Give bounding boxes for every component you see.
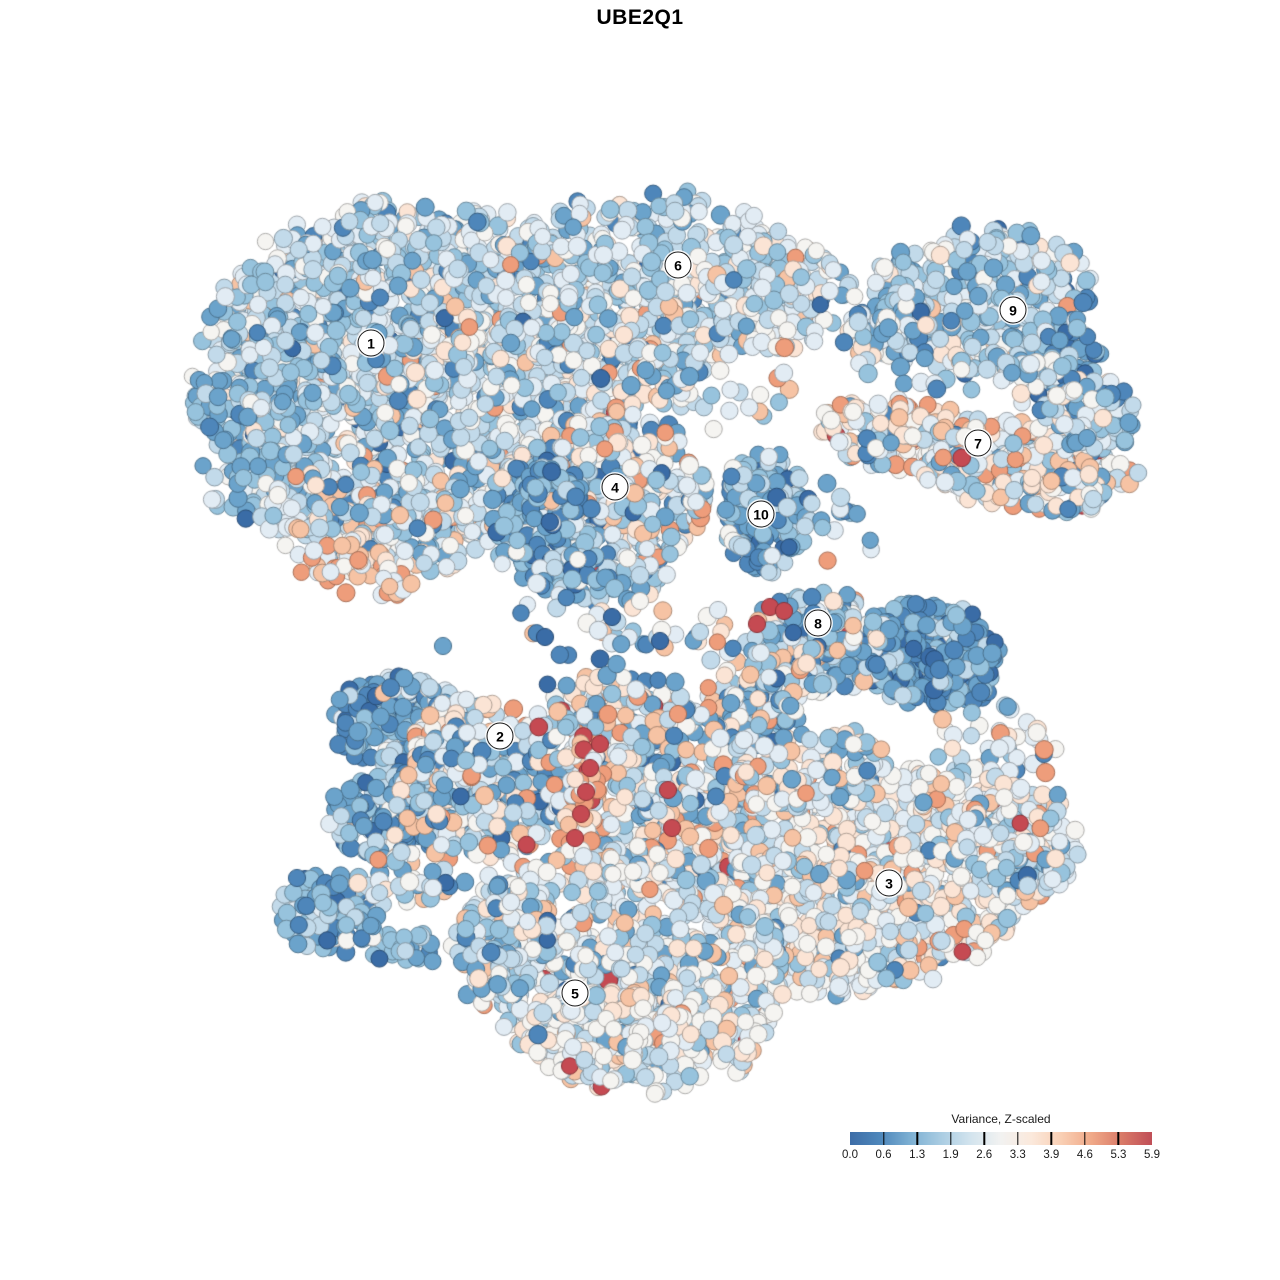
colorbar-tick-labels: 0.0 0.6 1.3 1.9 2.6 3.3 3.9 4.6 5.3 5.9 xyxy=(842,1149,1160,1163)
colorbar-tick xyxy=(1017,1132,1019,1145)
legend-tick-label: 5.3 xyxy=(1110,1149,1127,1161)
colorbar-tick xyxy=(1084,1132,1086,1145)
colorbar-tick xyxy=(949,1132,952,1145)
legend-tick-label: 1.3 xyxy=(909,1149,926,1161)
legend-tick-label: 1.9 xyxy=(942,1149,959,1161)
colorbar-tick xyxy=(882,1132,885,1145)
legend-tick-label: 4.6 xyxy=(1076,1149,1093,1161)
colorbar-tick xyxy=(1117,1132,1120,1145)
colorbar-tick xyxy=(916,1132,918,1145)
legend-tick-label: 0.6 xyxy=(875,1149,892,1161)
colorbar-tick xyxy=(983,1132,985,1145)
legend-title: Variance, Z-scaled xyxy=(951,1112,1051,1126)
colorbar-wrap xyxy=(850,1132,1152,1145)
legend-tick-label: 3.3 xyxy=(1009,1149,1026,1161)
legend-tick-label: 3.9 xyxy=(1043,1149,1060,1161)
legend-tick-label: 5.9 xyxy=(1144,1149,1160,1161)
legend-tick-label: 0.0 xyxy=(842,1149,858,1161)
colorbar xyxy=(850,1132,1152,1145)
colorbar-tick xyxy=(1050,1132,1053,1145)
legend-tick-label: 2.6 xyxy=(976,1149,993,1161)
colorbar-legend: Variance, Z-scaled 0.0 0.6 1.3 1.9 2.6 3.3 3.9… xyxy=(842,1112,1160,1163)
